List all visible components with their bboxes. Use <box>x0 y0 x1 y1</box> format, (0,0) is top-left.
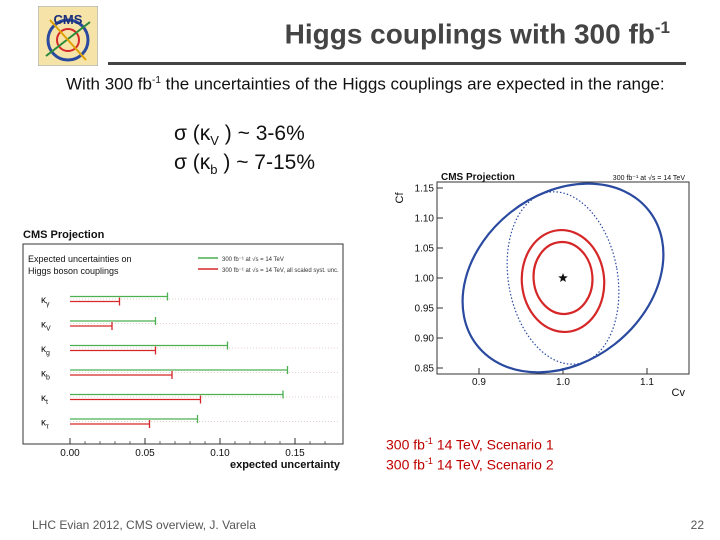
category-label: κγ <box>41 295 50 308</box>
chart-subtitle-line2: Higgs boson couplings <box>28 266 119 276</box>
category-label: κb <box>41 369 50 382</box>
x-tick-label: 0.15 <box>285 448 305 459</box>
legend-label-series2: 300 fb⁻¹ at √s = 14 TeV, all scaled syst… <box>222 267 339 274</box>
svg-text:CMS: CMS <box>54 12 83 27</box>
cms-logo: CMS <box>38 6 98 66</box>
x-axis-label: expected uncertainty <box>230 459 341 471</box>
y-tick-label: 0.90 <box>415 334 435 345</box>
contour-group <box>461 182 665 374</box>
coupling-uncertainty-chart: CMS Projection Expected uncertainties on… <box>22 229 344 471</box>
chart-title: CMS Projection <box>23 229 105 241</box>
legend-label-series1: 300 fb⁻¹ at √s = 14 TeV <box>222 256 284 263</box>
intro-text: With 300 fb-1 the uncertainties of the H… <box>66 74 665 94</box>
y-tick-label: 0.95 <box>415 304 435 315</box>
category-label: κt <box>41 393 48 406</box>
title-underline <box>108 62 686 65</box>
y-tick-label: 0.85 <box>415 364 435 375</box>
chart-subtitle-line1: Expected uncertainties on <box>28 254 132 264</box>
cv-cf-contour-chart: CMS Projection 300 fb⁻¹ at √s = 14 TeV 0… <box>394 172 690 399</box>
x-tick-label: 0.05 <box>135 448 155 459</box>
slide-footer: LHC Evian 2012, CMS overview, J. Varela <box>32 518 256 532</box>
likelihood-contour <box>461 182 665 374</box>
x-tick-label: 0.00 <box>60 448 80 459</box>
best-fit-star <box>558 273 568 282</box>
scenario-1-label: 300 fb-1 14 TeV, Scenario 1 <box>386 436 554 453</box>
chart-annotation: 300 fb⁻¹ at √s = 14 TeV <box>613 174 686 182</box>
sigma-kv-line: σ (κV ) ~ 3-6% <box>174 122 305 149</box>
y-tick-label: 1.10 <box>415 214 435 225</box>
y-tick-label: 1.05 <box>415 244 435 255</box>
likelihood-contour <box>532 240 594 316</box>
category-label: κg <box>41 344 50 357</box>
slide-title: Higgs couplings with 300 fb-1 <box>284 18 670 50</box>
category-label: κτ <box>41 418 49 431</box>
plot-frame <box>22 243 344 445</box>
x-tick-label: 0.10 <box>210 448 230 459</box>
y-tick-label: 1.15 <box>415 184 435 195</box>
sigma-kb-line: σ (κb ) ~ 7-15% <box>174 151 315 178</box>
scenario-2-label: 300 fb-1 14 TeV, Scenario 2 <box>386 456 554 473</box>
y-axis-label: Cf <box>394 192 406 204</box>
likelihood-contour <box>520 228 606 334</box>
x-tick-label: 1.1 <box>640 377 654 388</box>
category-label: κV <box>41 320 51 333</box>
x-tick-label: 0.9 <box>472 377 486 388</box>
y-tick-label: 1.00 <box>415 274 435 285</box>
chart-title: CMS Projection <box>441 172 515 183</box>
page-number: 22 <box>690 518 704 532</box>
x-tick-label: 1.0 <box>556 377 570 388</box>
x-axis-label: Cv <box>672 387 686 399</box>
